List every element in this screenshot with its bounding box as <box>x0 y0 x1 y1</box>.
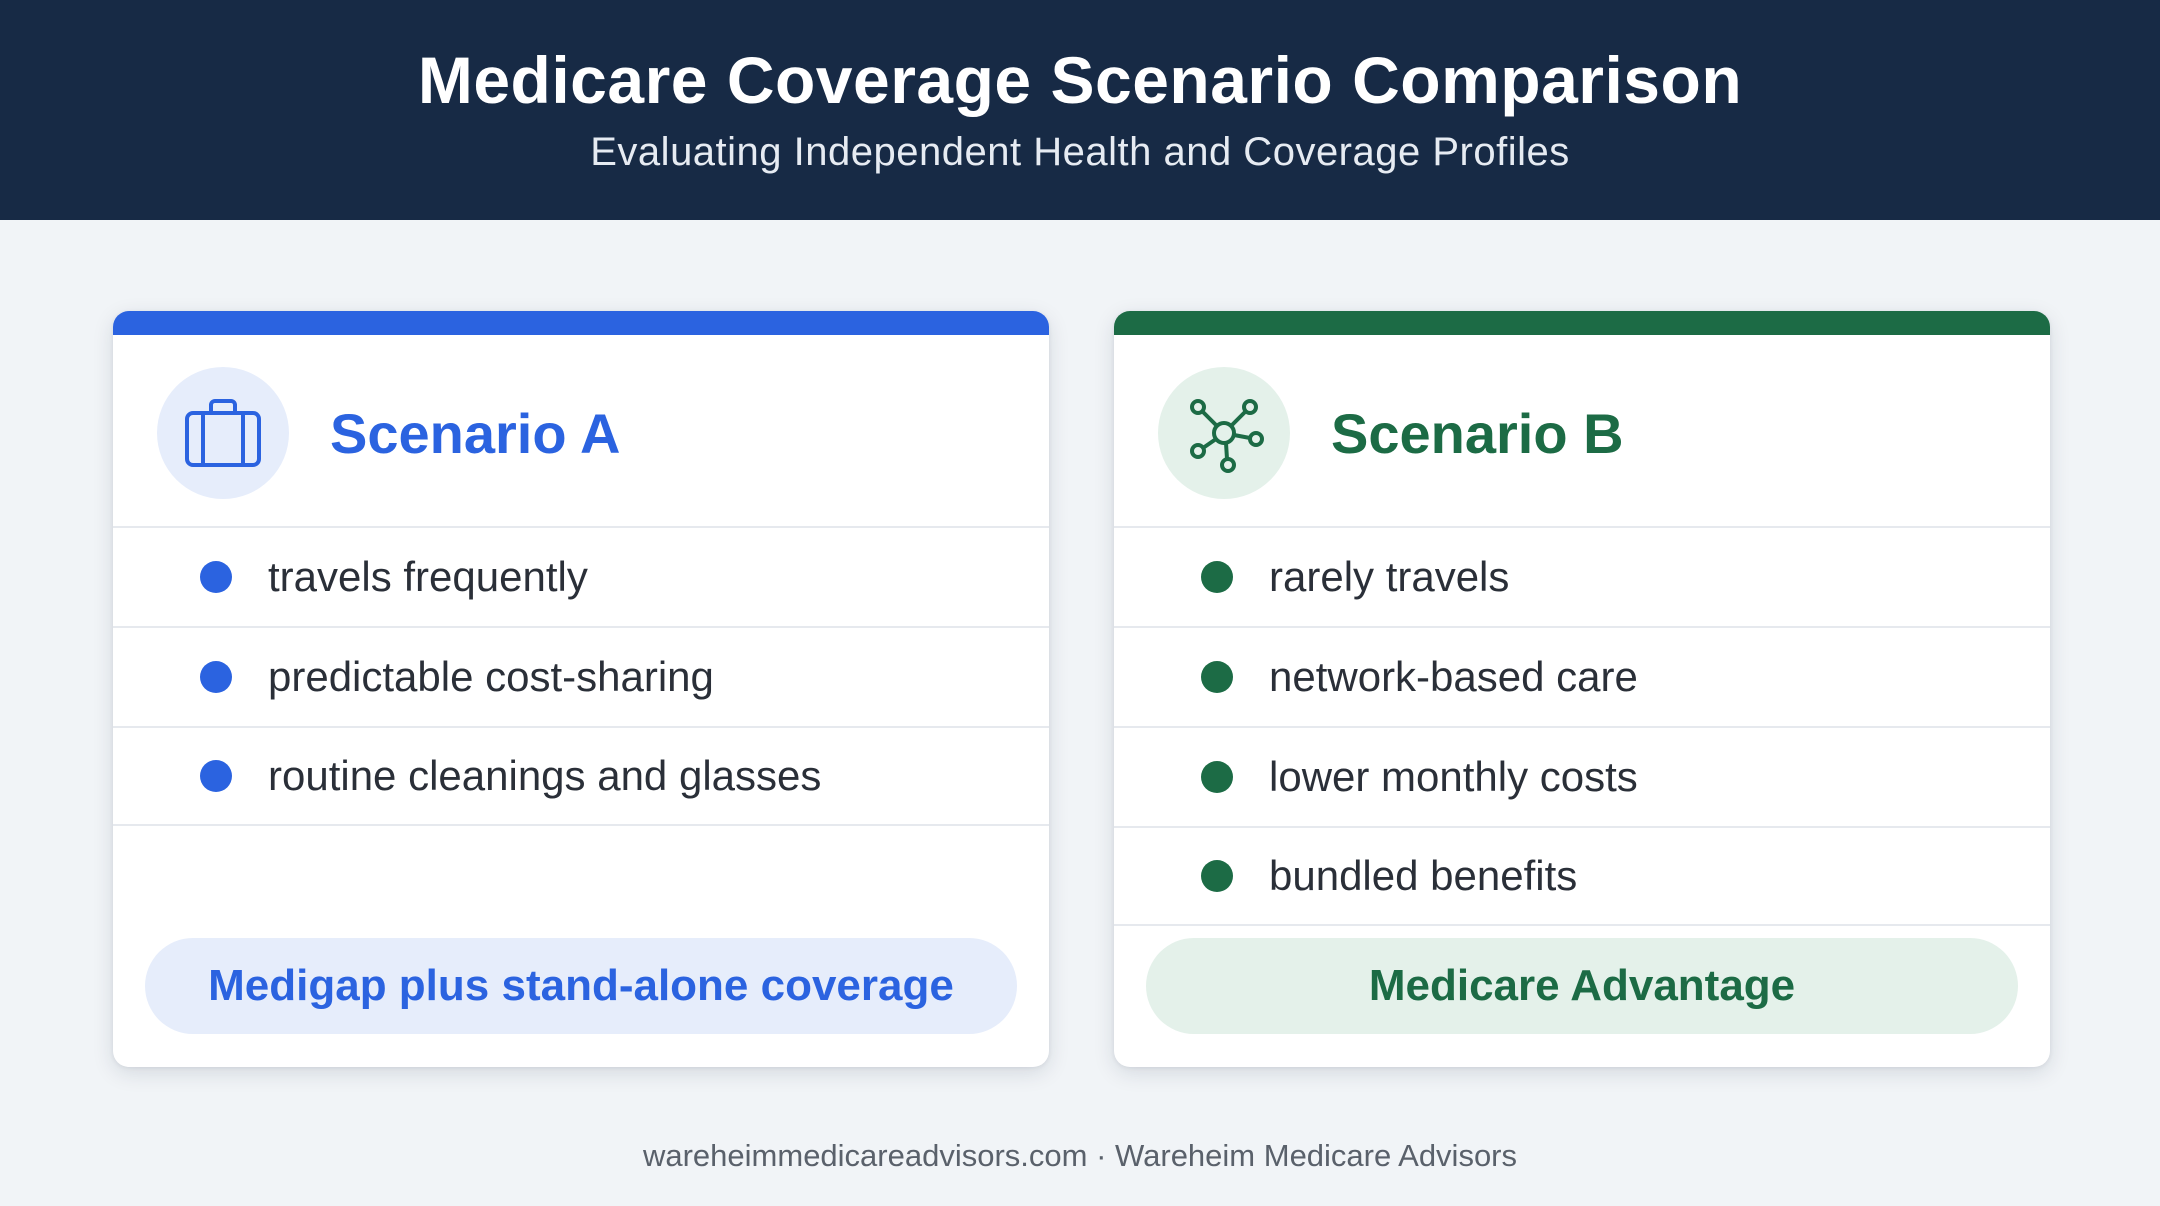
page-title: Medicare Coverage Scenario Comparison <box>417 43 1743 117</box>
scenario-b-title: Scenario B <box>1331 402 1624 465</box>
bullet-dot <box>1201 661 1233 693</box>
list-item-text: predictable cost-sharing <box>268 653 714 700</box>
list-item: bundled benefits <box>1114 826 2050 926</box>
page-header: Medicare Coverage Scenario Comparison Ev… <box>0 0 2160 220</box>
list-item: network-based care <box>1114 626 2050 726</box>
bullet-dot <box>200 760 232 792</box>
scenario-a-list: travels frequently predictable cost-shar… <box>113 526 1049 826</box>
scenario-b-card: Scenario B rarely travels network-based … <box>1114 311 2050 1067</box>
bullet-dot <box>200 661 232 693</box>
list-item-text: routine cleanings and glasses <box>268 752 822 799</box>
list-item-text: travels frequently <box>268 553 588 600</box>
scenario-a-recommendation: Medigap plus stand-alone coverage <box>145 938 1017 1034</box>
list-item-text: bundled benefits <box>1269 852 1578 899</box>
briefcase-icon <box>157 367 289 499</box>
footer-credit: wareheimmedicareadvisors.com · Wareheim … <box>642 1138 1518 1173</box>
scenario-b-accent-bar <box>1114 311 2050 335</box>
network-icon <box>1158 367 1290 499</box>
list-item-text: rarely travels <box>1269 553 1510 600</box>
list-item: lower monthly costs <box>1114 726 2050 826</box>
bullet-dot <box>1201 761 1233 793</box>
list-item: routine cleanings and glasses <box>113 726 1049 826</box>
list-item-text: network-based care <box>1269 653 1638 700</box>
list-item: rarely travels <box>1114 526 2050 626</box>
list-item: travels frequently <box>113 526 1049 626</box>
scenario-a-title: Scenario A <box>330 402 621 465</box>
page-subtitle: Evaluating Independent Health and Covera… <box>590 130 1570 174</box>
bullet-dot <box>200 561 232 593</box>
scenario-b-recommendation: Medicare Advantage <box>1146 938 2018 1034</box>
scenario-a-card: Scenario A travels frequently predictabl… <box>113 311 1049 1067</box>
list-item: predictable cost-sharing <box>113 626 1049 726</box>
bullet-dot <box>1201 860 1233 892</box>
scenario-b-list: rarely travels network-based care lower … <box>1114 526 2050 926</box>
scenario-a-accent-bar <box>113 311 1049 335</box>
bullet-dot <box>1201 561 1233 593</box>
list-item-text: lower monthly costs <box>1269 753 1638 800</box>
